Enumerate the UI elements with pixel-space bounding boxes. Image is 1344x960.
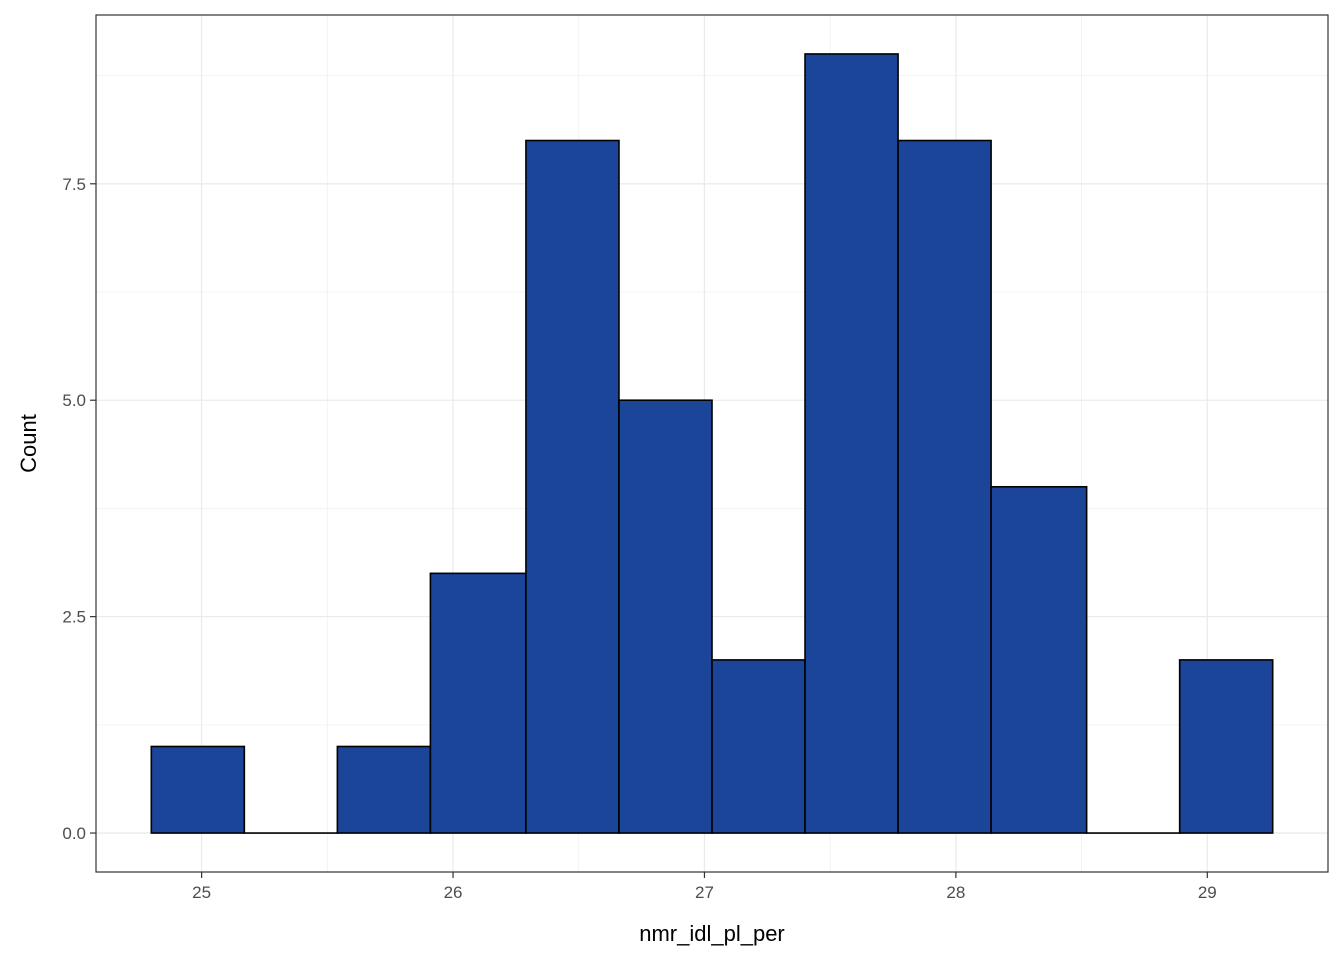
x-tick-label: 28: [946, 883, 965, 902]
x-axis-ticks: 25 26 27 28 29: [192, 872, 1217, 902]
histogram-bar: [150, 745, 246, 834]
histogram-bar: [618, 399, 713, 834]
histogram-bar: [804, 53, 899, 834]
x-tick-label: 26: [444, 883, 463, 902]
histogram-bar: [336, 745, 432, 834]
y-tick-label: 0.0: [62, 824, 86, 843]
x-tick-label: 25: [192, 883, 211, 902]
x-axis-title: nmr_idl_pl_per: [639, 921, 785, 946]
y-tick-label: 7.5: [62, 175, 86, 194]
histogram-bar: [1178, 659, 1274, 834]
x-tick-label: 29: [1198, 883, 1217, 902]
histogram-bar: [990, 485, 1088, 834]
y-axis-ticks: 0.0 2.5 5.0 7.5: [62, 175, 96, 843]
y-axis-title: Count: [16, 414, 41, 473]
y-tick-label: 5.0: [62, 391, 86, 410]
x-tick-label: 27: [695, 883, 714, 902]
y-tick-label: 2.5: [62, 608, 86, 627]
histogram-bar: [429, 572, 527, 834]
histogram-bar: [711, 659, 806, 834]
bars: [150, 53, 1274, 834]
panel-border: [95, 14, 1329, 873]
histogram-bar: [897, 139, 992, 834]
histogram-bar: [525, 139, 620, 834]
